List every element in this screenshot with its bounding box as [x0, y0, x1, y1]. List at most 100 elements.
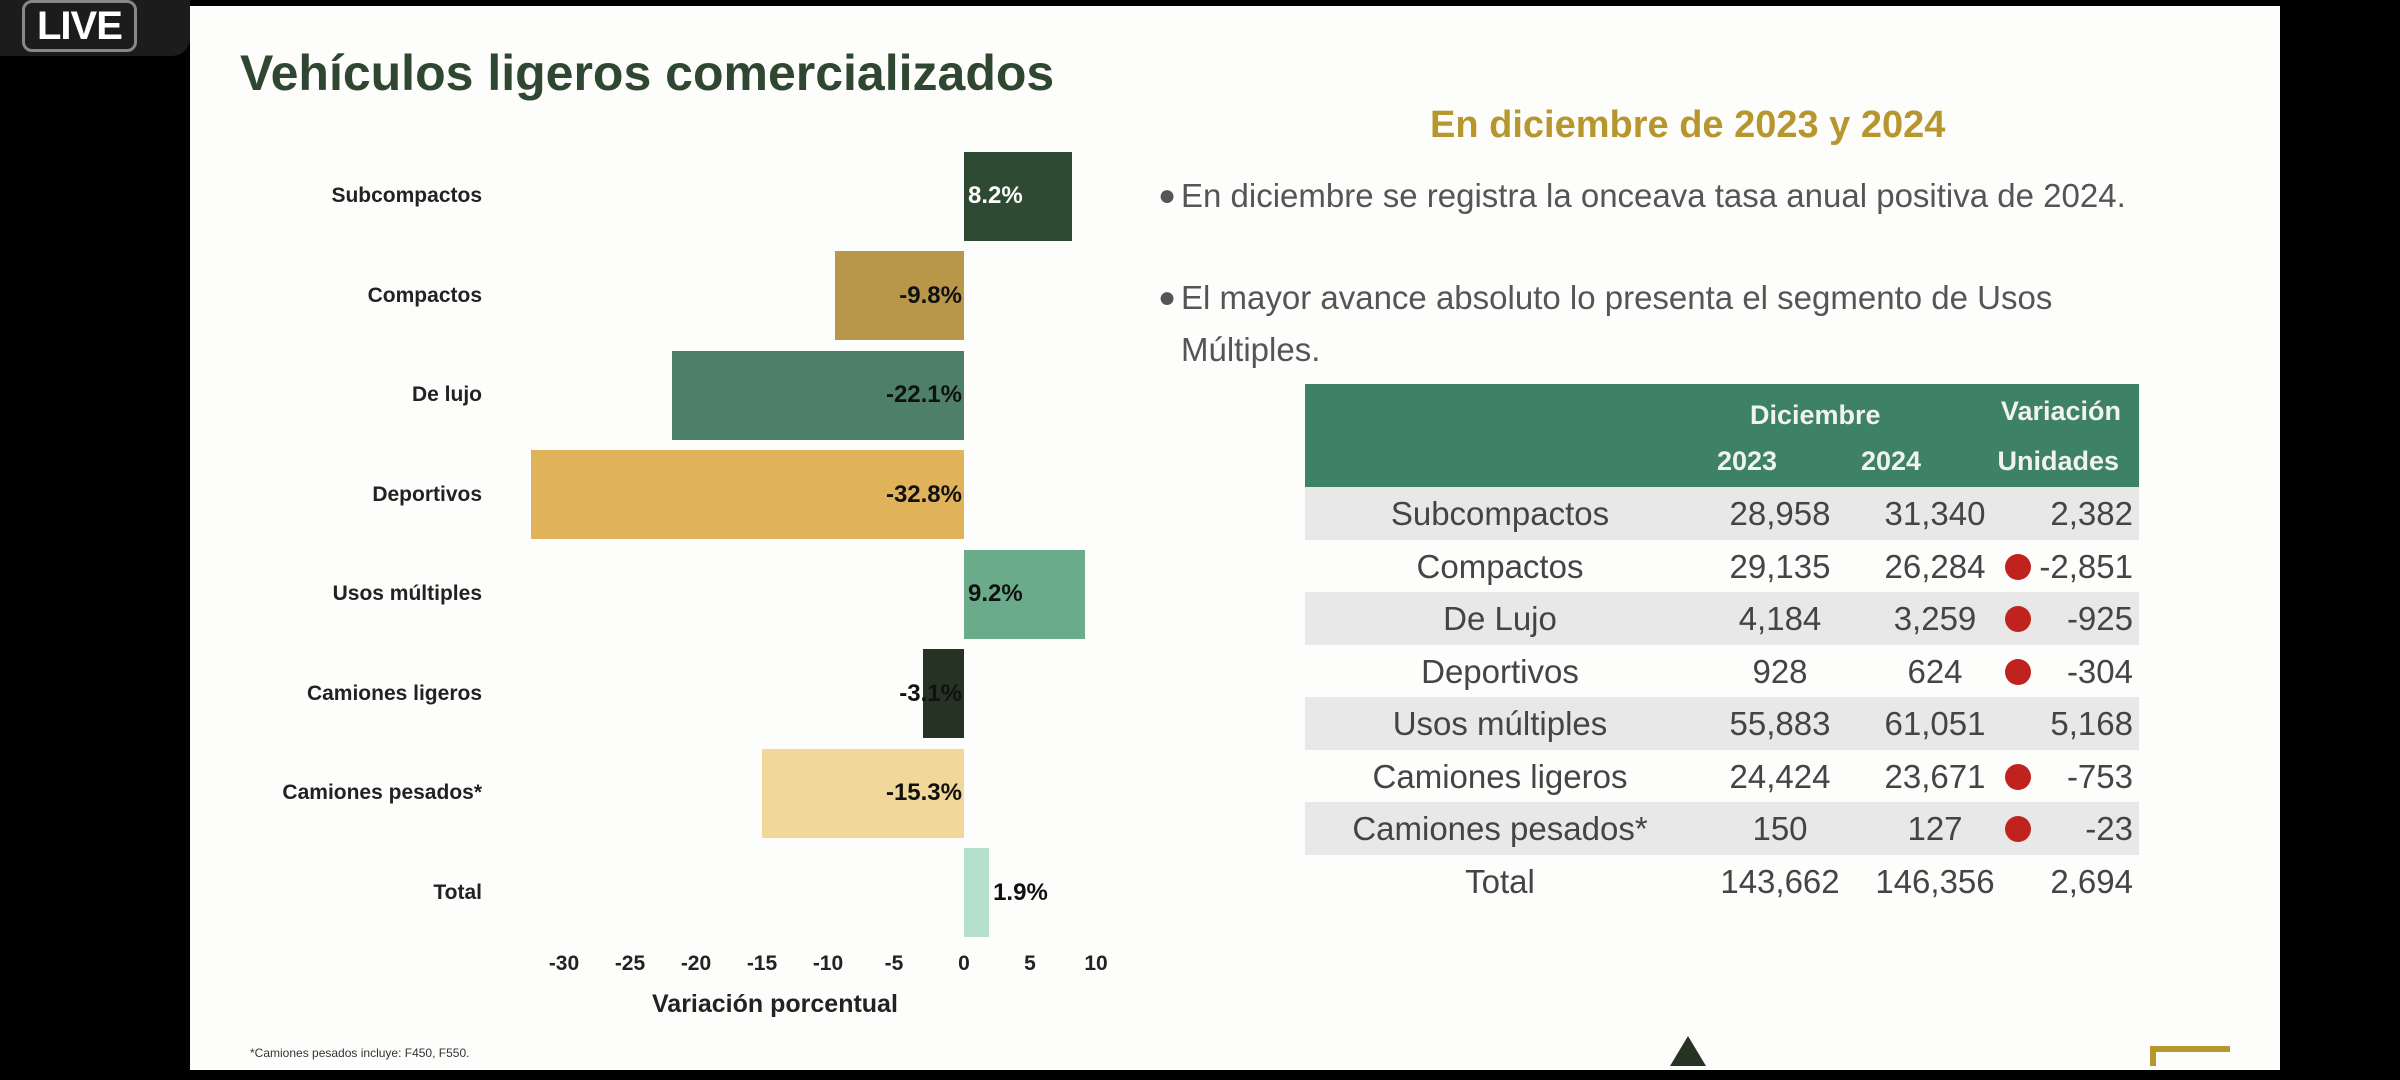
cell-var: -753: [2066, 757, 2133, 795]
x-tick-label: -5: [884, 952, 904, 975]
cell-y2024: 23,671: [1884, 757, 1986, 795]
bar: [531, 450, 964, 539]
bar: [762, 748, 964, 838]
bullet-text: En diciembre se registra la onceava tasa…: [1181, 177, 2126, 214]
cell-var: -23: [2085, 810, 2133, 847]
cell-y2023: 150: [1752, 810, 1808, 847]
cell-var: -925: [2066, 600, 2133, 637]
subtitle: En diciembre de 2023 y 2024: [1430, 104, 1946, 146]
cell-y2023: 29,135: [1729, 547, 1831, 585]
cell-var: 2,694: [2050, 862, 2133, 900]
data-label: -3.1%: [899, 679, 962, 707]
category-label: Deportivos: [372, 482, 482, 506]
data-label: 9.2%: [968, 580, 1023, 607]
table-row: Subcompactos 28,958 31,340 2,382: [1305, 487, 2139, 540]
negative-indicator-icon: [2005, 658, 2031, 685]
table-row: Deportivos 928 624 -304: [1305, 645, 2139, 698]
table-row: Compactos 29,135 26,284 -2,851: [1305, 540, 2139, 593]
x-tick-label: 5: [1024, 952, 1036, 975]
cell-y2024: 26,284: [1884, 547, 1986, 585]
bullet-dot-icon: ●: [1158, 179, 1177, 212]
x-tick-label: -25: [614, 952, 646, 975]
footnote: *Camiones pesados incluye: F450, F550.: [250, 1046, 470, 1060]
logo-mark-icon: [1670, 1036, 1706, 1066]
data-label: -15.3%: [885, 779, 962, 806]
header-diciembre: Diciembre: [1750, 400, 1881, 430]
live-label: LIVE: [22, 0, 137, 52]
data-label: -22.1%: [885, 381, 962, 408]
x-tick-label: -10: [812, 952, 844, 975]
cell-name: Usos múltiples: [1392, 705, 1608, 742]
cell-y2024: 31,340: [1884, 495, 1986, 532]
table-body: Subcompactos 28,958 31,340 2,382 Compactos 29…: [1305, 487, 2139, 907]
cell-y2024: 127: [1907, 810, 1963, 847]
cell-y2024: 3,259: [1893, 600, 1977, 637]
table-row: Camiones pesados* 150 127 -23: [1305, 802, 2139, 855]
slide: Vehículos ligeros comercializados En dic…: [190, 6, 2280, 1070]
header-unidades: Unidades: [1997, 446, 2119, 476]
bullet-dot-icon: ●: [1158, 281, 1177, 314]
data-label: -9.8%: [899, 281, 962, 309]
bar: [964, 151, 1073, 241]
cell-var: 2,382: [2050, 495, 2133, 532]
live-badge: LIVE: [0, 0, 190, 56]
cell-var: -304: [2066, 652, 2133, 690]
x-tick-label: -30: [548, 952, 580, 975]
table-row: Camiones ligeros 24,424 23,671 -753: [1305, 750, 2139, 803]
category-label: Camiones pesados*: [282, 781, 482, 804]
bar-chart: Subcompactos 8.2% Compactos -9.8% De lujo -22…: [190, 6, 1190, 1006]
data-label: 1.9%: [993, 878, 1048, 906]
negative-indicator-icon: [2005, 763, 2031, 790]
cell-y2023: 28,958: [1729, 495, 1831, 532]
negative-indicator-icon: [2005, 816, 2031, 842]
cell-y2023: 928: [1752, 652, 1808, 690]
bullet-1: ● En diciembre se registra la onceava tas…: [1158, 170, 2178, 222]
cell-y2023: 4,184: [1738, 600, 1822, 637]
category-label: Total: [433, 880, 482, 904]
cell-y2023: 55,883: [1729, 705, 1831, 742]
table-row: Usos múltiples 55,883 61,051 5,168: [1305, 697, 2139, 750]
x-tick-label: 0: [958, 952, 970, 975]
cell-y2023: 24,424: [1729, 757, 1831, 795]
category-label: Usos múltiples: [332, 582, 482, 605]
x-axis-label: Variación porcentual: [652, 990, 898, 1018]
sales-table: Diciembre Variación 2023 2024 Unidades S…: [1305, 384, 2139, 907]
header-2024: 2024: [1861, 446, 1922, 476]
negative-indicator-icon: [2005, 553, 2031, 580]
category-label: Compactos: [367, 283, 482, 307]
cell-name: Total: [1465, 862, 1535, 900]
page-title: Vehículos ligeros comercializados: [240, 45, 1055, 101]
bar: [923, 649, 964, 738]
bullet-text: El mayor avance absoluto lo presenta el …: [1181, 279, 2053, 368]
negative-indicator-icon: [2005, 606, 2031, 632]
data-label: -32.8%: [885, 480, 962, 508]
cell-name: Camiones ligeros: [1372, 757, 1628, 795]
bar: [964, 549, 1086, 639]
category-label: Subcompactos: [331, 184, 482, 207]
header-2023: 2023: [1717, 446, 1778, 476]
cell-name: Compactos: [1416, 547, 1584, 585]
table-row: Total 143,662 146,356 2,694: [1305, 855, 2139, 908]
category-label: De lujo: [411, 383, 482, 406]
cell-y2024: 624: [1907, 652, 1963, 690]
category-label: Camiones ligeros: [306, 681, 482, 705]
cell-name: Subcompactos: [1390, 495, 1610, 532]
cell-name: Camiones pesados*: [1352, 810, 1648, 847]
table-header: Diciembre Variación 2023 2024 Unidades: [1305, 384, 2139, 487]
data-label: 8.2%: [968, 182, 1023, 209]
table-row: De Lujo 4,184 3,259 -925: [1305, 592, 2139, 645]
bar: [964, 848, 990, 937]
cell-y2024: 146,356: [1875, 862, 1995, 900]
x-tick-label: -15: [746, 952, 778, 975]
logo-mark-icon: [2150, 1046, 2230, 1066]
cell-y2024: 61,051: [1884, 705, 1986, 742]
bar: [834, 251, 964, 340]
x-tick-label: 10: [1084, 952, 1108, 975]
cell-var: -2,851: [2039, 547, 2133, 585]
x-tick-label: -20: [680, 952, 712, 975]
bar: [672, 350, 964, 440]
cell-var: 5,168: [2050, 705, 2133, 742]
cell-name: De Lujo: [1443, 600, 1557, 637]
header-variacion: Variación: [2000, 396, 2121, 426]
cell-y2023: 143,662: [1720, 862, 1840, 900]
